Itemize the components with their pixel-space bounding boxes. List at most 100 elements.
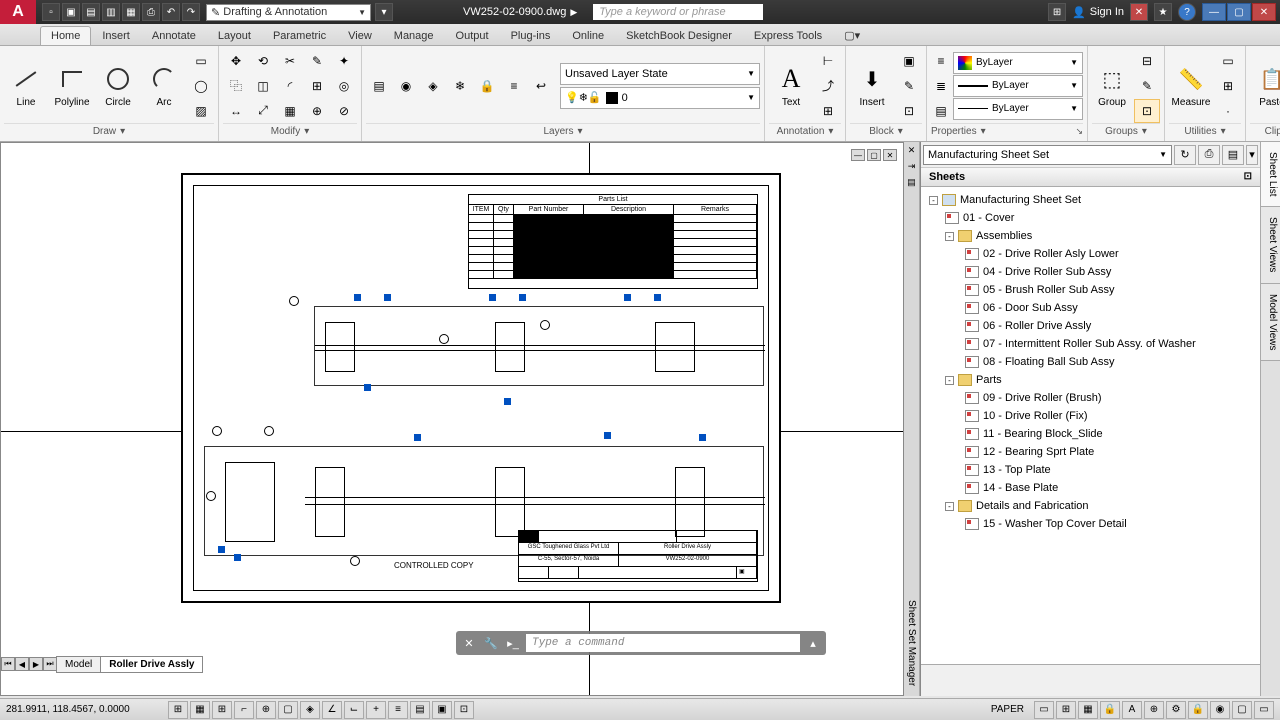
chevron-down-icon[interactable]: ▾ bbox=[1142, 126, 1147, 137]
tab-model-views[interactable]: Model Views bbox=[1261, 284, 1280, 362]
ssm-menu-icon[interactable]: ▤ bbox=[905, 175, 919, 189]
layout-prev-icon[interactable]: ◀ bbox=[15, 657, 29, 671]
doc-minimize-icon[interactable]: — bbox=[851, 149, 865, 161]
tab-output[interactable]: Output bbox=[445, 26, 500, 45]
tab-layout[interactable]: Layout bbox=[207, 26, 262, 45]
join-icon[interactable]: ⊕ bbox=[304, 99, 330, 123]
maximize-button[interactable]: ▢ bbox=[1227, 3, 1251, 21]
qat-plot-icon[interactable]: ▦ bbox=[122, 3, 140, 21]
qat-new-icon[interactable]: ▫ bbox=[42, 3, 60, 21]
attr-icon[interactable]: ⊡ bbox=[896, 99, 922, 123]
create-block-icon[interactable]: ▣ bbox=[896, 49, 922, 73]
sb-grid-icon[interactable]: ⊞ bbox=[212, 701, 232, 719]
exchange-icon[interactable]: ✕ bbox=[1130, 3, 1148, 21]
expand-icon[interactable]: - bbox=[945, 376, 954, 385]
tree-sheet[interactable]: 14 - Base Plate bbox=[921, 479, 1260, 497]
dim-icon[interactable]: ⊢ bbox=[815, 49, 841, 73]
matchprop-icon[interactable]: ≡ bbox=[931, 49, 951, 73]
layermatch-icon[interactable]: ≡ bbox=[501, 74, 527, 98]
workspace-selector[interactable]: ✎ Drafting & Annotation ▼ bbox=[206, 4, 371, 21]
paste-button[interactable]: 📋Paste bbox=[1250, 50, 1280, 122]
sb-iso-icon[interactable]: ▢ bbox=[1232, 701, 1252, 719]
sb-clean-icon[interactable]: ▭ bbox=[1254, 701, 1274, 719]
tab-sheet-views[interactable]: Sheet Views bbox=[1261, 207, 1280, 283]
qat-open-icon[interactable]: ▣ bbox=[62, 3, 80, 21]
tab-layout-rollerdrive[interactable]: Roller Drive Assly bbox=[100, 656, 203, 673]
cmd-history-icon[interactable]: ▴ bbox=[804, 634, 822, 652]
sheets-expand-icon[interactable]: ⊡ bbox=[1244, 171, 1252, 183]
tab-online[interactable]: Online bbox=[561, 26, 615, 45]
tree-sheet[interactable]: 07 - Intermittent Roller Sub Assy. of Wa… bbox=[921, 335, 1260, 353]
ssm-details-icon[interactable]: ▤ bbox=[1222, 145, 1244, 165]
sb-otrack-icon[interactable]: ∠ bbox=[322, 701, 342, 719]
tree-folder[interactable]: -Parts bbox=[921, 371, 1260, 389]
ssm-more-icon[interactable]: ▾ bbox=[1246, 145, 1258, 165]
select-icon[interactable]: ▭ bbox=[1215, 49, 1241, 73]
layeriso-icon[interactable]: ◈ bbox=[420, 74, 446, 98]
tab-home[interactable]: Home bbox=[40, 26, 91, 45]
trim-icon[interactable]: ✂ bbox=[277, 49, 303, 73]
insert-button[interactable]: ⬇Insert bbox=[850, 50, 894, 122]
layout-first-icon[interactable]: ⏮ bbox=[1, 657, 15, 671]
layout-last-icon[interactable]: ⏭ bbox=[43, 657, 57, 671]
tab-parametric[interactable]: Parametric bbox=[262, 26, 337, 45]
tab-model[interactable]: Model bbox=[56, 656, 101, 673]
command-input[interactable]: Type a command bbox=[526, 634, 800, 652]
move-icon[interactable]: ✥ bbox=[223, 49, 249, 73]
tree-sheet[interactable]: 05 - Brush Roller Sub Assy bbox=[921, 281, 1260, 299]
dialog-launcher-icon[interactable]: ↘ bbox=[1075, 126, 1083, 137]
tree-sheet[interactable]: 12 - Bearing Sprt Plate bbox=[921, 443, 1260, 461]
chevron-down-icon[interactable]: ▾ bbox=[828, 126, 833, 137]
sb-annoscale-icon[interactable]: 🔒 bbox=[1100, 701, 1120, 719]
ssm-pin-icon[interactable]: ⇥ bbox=[905, 159, 919, 173]
scale-icon[interactable]: ⤢ bbox=[250, 99, 276, 123]
search-input[interactable]: Type a keyword or phrase bbox=[593, 4, 763, 20]
layer-state-combo[interactable]: Unsaved Layer State▼ bbox=[560, 63, 760, 85]
close-button[interactable]: ✕ bbox=[1252, 3, 1276, 21]
break-icon[interactable]: ⊘ bbox=[331, 99, 357, 123]
chevron-down-icon[interactable]: ▾ bbox=[981, 126, 986, 137]
measure-button[interactable]: 📏Measure bbox=[1169, 50, 1213, 122]
linetype-combo[interactable]: ByLayer▼ bbox=[953, 98, 1083, 120]
sb-infer-icon[interactable]: ⊞ bbox=[168, 701, 188, 719]
bylayer-icon[interactable]: ▤ bbox=[931, 99, 951, 123]
polyline-button[interactable]: Polyline bbox=[50, 50, 94, 122]
sb-dyn-icon[interactable]: + bbox=[366, 701, 386, 719]
rotate-icon[interactable]: ⟲ bbox=[250, 49, 276, 73]
layeroff-icon[interactable]: ◉ bbox=[393, 74, 419, 98]
layerprev-icon[interactable]: ↩ bbox=[528, 74, 554, 98]
text-button[interactable]: AText bbox=[769, 50, 813, 122]
tab-annotate[interactable]: Annotate bbox=[141, 26, 207, 45]
line-button[interactable]: Line bbox=[4, 50, 48, 122]
tree-sheet[interactable]: 01 - Cover bbox=[921, 209, 1260, 227]
tab-manage[interactable]: Manage bbox=[383, 26, 445, 45]
rectangle-icon[interactable]: ▭ bbox=[188, 49, 214, 73]
qat-save-icon[interactable]: ▤ bbox=[82, 3, 100, 21]
doc-close-icon[interactable]: ✕ bbox=[883, 149, 897, 161]
chevron-down-icon[interactable]: ▾ bbox=[120, 126, 125, 137]
sb-qp-icon[interactable]: ▣ bbox=[432, 701, 452, 719]
ssm-close-icon[interactable]: ✕ bbox=[905, 143, 919, 157]
sb-lock-icon[interactable]: 🔒 bbox=[1188, 701, 1208, 719]
tree-sheet[interactable]: 15 - Washer Top Cover Detail bbox=[921, 515, 1260, 533]
group-button[interactable]: ⬚Group bbox=[1092, 50, 1132, 122]
qat-undo-icon[interactable]: ↶ bbox=[162, 3, 180, 21]
favorites-icon[interactable]: ★ bbox=[1154, 3, 1172, 21]
qat-redo-icon[interactable]: ↷ bbox=[182, 3, 200, 21]
tree-sheet[interactable]: 06 - Roller Drive Assly bbox=[921, 317, 1260, 335]
layerfrz-icon[interactable]: ❄ bbox=[447, 74, 473, 98]
qat-ws-icon[interactable]: ▾ bbox=[375, 3, 393, 21]
sb-scale-icon[interactable]: A bbox=[1122, 701, 1142, 719]
ungroup-icon[interactable]: ⊟ bbox=[1134, 49, 1160, 73]
chevron-down-icon[interactable]: ▾ bbox=[577, 126, 582, 137]
expand-icon[interactable]: - bbox=[945, 502, 954, 511]
table-icon[interactable]: ⊞ bbox=[815, 99, 841, 123]
drawing-canvas[interactable]: — ▢ ✕ Parts List ITEM Qty Part Number De… bbox=[0, 142, 904, 696]
tree-folder[interactable]: -Assemblies bbox=[921, 227, 1260, 245]
layerprop-icon[interactable]: ▤ bbox=[366, 74, 392, 98]
tab-overflow-icon[interactable]: ▢▾ bbox=[833, 25, 871, 45]
array-icon[interactable]: ⊞ bbox=[304, 74, 330, 98]
tree-root[interactable]: - Manufacturing Sheet Set bbox=[921, 191, 1260, 209]
tab-sheet-list[interactable]: Sheet List bbox=[1261, 142, 1280, 207]
circle-button[interactable]: Circle bbox=[96, 50, 140, 122]
